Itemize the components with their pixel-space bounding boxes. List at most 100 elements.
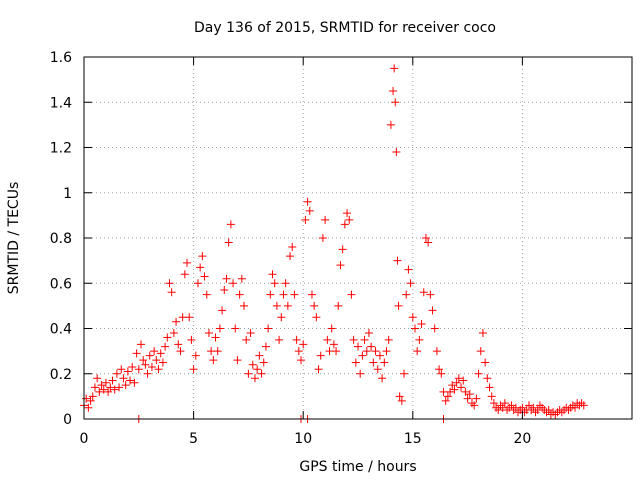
data-point bbox=[307, 290, 316, 299]
data-point bbox=[158, 358, 167, 367]
data-point bbox=[496, 401, 505, 410]
data-point bbox=[119, 374, 128, 383]
data-point bbox=[161, 342, 170, 351]
data-point bbox=[95, 387, 104, 396]
data-point bbox=[141, 360, 150, 369]
data-point bbox=[229, 279, 238, 288]
data-point bbox=[428, 306, 437, 315]
data-point bbox=[218, 306, 227, 315]
data-point bbox=[150, 347, 159, 356]
data-point bbox=[220, 286, 229, 295]
data-point bbox=[297, 356, 306, 365]
data-point bbox=[93, 374, 102, 383]
data-point bbox=[128, 362, 137, 371]
data-point bbox=[579, 401, 588, 410]
data-point bbox=[174, 340, 183, 349]
y-tick-label: 1.6 bbox=[50, 50, 72, 66]
data-point bbox=[384, 335, 393, 344]
data-point bbox=[191, 351, 200, 360]
data-point bbox=[417, 319, 426, 328]
data-point bbox=[441, 396, 450, 405]
plot-frame bbox=[83, 56, 633, 420]
data-point bbox=[373, 365, 382, 374]
data-point bbox=[389, 86, 398, 95]
data-point bbox=[110, 385, 119, 394]
data-point bbox=[367, 342, 376, 351]
y-tick-label: 0.6 bbox=[50, 276, 72, 292]
data-point bbox=[419, 288, 428, 297]
data-point bbox=[518, 403, 527, 412]
data-point bbox=[290, 290, 299, 299]
data-point bbox=[478, 329, 487, 338]
data-point bbox=[97, 381, 106, 390]
data-point bbox=[136, 340, 145, 349]
data-point bbox=[557, 408, 566, 417]
data-point bbox=[465, 390, 474, 399]
data-point bbox=[432, 347, 441, 356]
data-point bbox=[338, 245, 347, 254]
data-point bbox=[233, 356, 242, 365]
data-point bbox=[305, 206, 314, 215]
data-point bbox=[180, 270, 189, 279]
data-point bbox=[176, 347, 185, 356]
data-point bbox=[226, 220, 235, 229]
data-point bbox=[382, 347, 391, 356]
data-point bbox=[356, 369, 365, 378]
data-point bbox=[395, 392, 404, 401]
data-point bbox=[472, 394, 481, 403]
data-point bbox=[88, 392, 97, 401]
data-point bbox=[343, 209, 352, 218]
data-point bbox=[391, 98, 400, 107]
data-point bbox=[334, 301, 343, 310]
data-point bbox=[404, 265, 413, 274]
data-point bbox=[494, 405, 503, 414]
data-point bbox=[202, 290, 211, 299]
data-point bbox=[459, 376, 468, 385]
data-point bbox=[266, 290, 275, 299]
data-point bbox=[529, 403, 538, 412]
data-point bbox=[165, 279, 174, 288]
data-point bbox=[386, 120, 395, 129]
data-point bbox=[318, 234, 327, 242]
data-point bbox=[394, 301, 403, 310]
grid bbox=[84, 57, 632, 419]
data-point bbox=[272, 301, 281, 310]
data-point bbox=[106, 383, 115, 392]
data-point bbox=[299, 340, 308, 349]
data-point bbox=[380, 358, 389, 367]
data-point bbox=[132, 349, 141, 358]
data-point bbox=[108, 376, 117, 385]
data-point bbox=[167, 288, 176, 297]
data-point bbox=[86, 396, 95, 405]
x-axis-label: GPS time / hours bbox=[299, 459, 416, 475]
data-point bbox=[347, 290, 356, 299]
data-point bbox=[402, 290, 411, 299]
data-point bbox=[255, 351, 264, 360]
data-point bbox=[461, 387, 470, 396]
data-point bbox=[362, 347, 371, 356]
x-tick-labels: 0 5 10 15 20 bbox=[80, 431, 532, 447]
data-point bbox=[430, 324, 439, 333]
data-point bbox=[283, 301, 292, 310]
data-point bbox=[112, 369, 121, 378]
data-point bbox=[489, 399, 498, 408]
data-point bbox=[277, 313, 286, 322]
data-point bbox=[231, 324, 240, 333]
data-point bbox=[215, 324, 224, 333]
y-tick-label: 1.4 bbox=[50, 95, 72, 111]
data-point bbox=[314, 365, 323, 374]
data-point bbox=[270, 279, 279, 288]
x-tick-label: 15 bbox=[404, 431, 422, 447]
data-point bbox=[487, 392, 496, 401]
x-tick-label: 20 bbox=[513, 431, 531, 447]
data-point bbox=[163, 333, 172, 342]
data-point bbox=[310, 301, 319, 310]
data-point bbox=[481, 358, 490, 367]
data-point bbox=[454, 374, 463, 383]
y-tick-label: 1 bbox=[63, 186, 72, 202]
x-tick-label: 10 bbox=[294, 431, 312, 447]
data-point bbox=[483, 374, 492, 383]
y-axis-label: SRMTID / TECUs bbox=[6, 182, 22, 295]
data-point bbox=[452, 378, 461, 387]
data-point bbox=[301, 215, 310, 224]
